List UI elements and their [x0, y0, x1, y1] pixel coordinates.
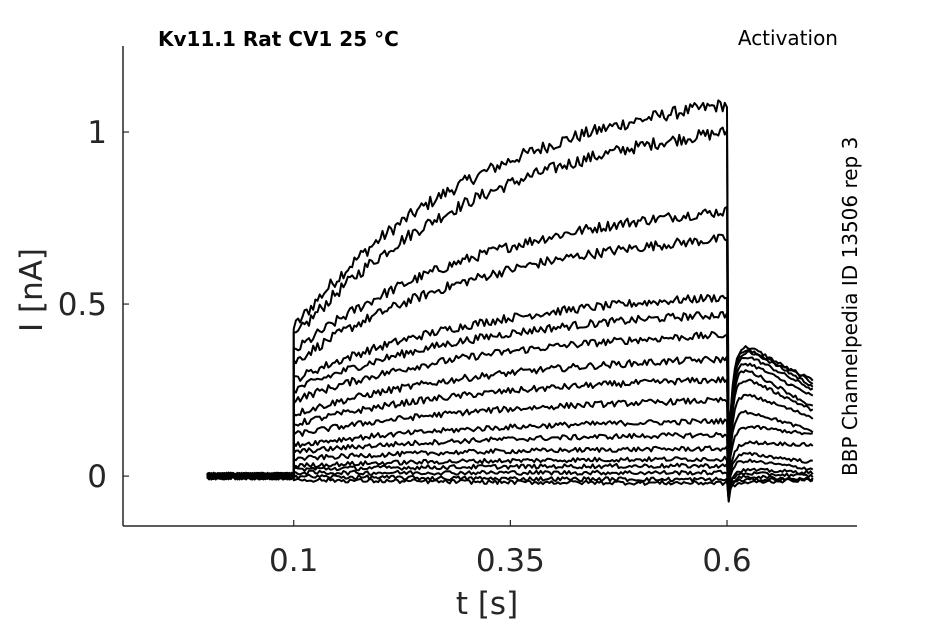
current-trace — [206, 293, 814, 481]
current-trace — [206, 471, 814, 503]
current-trace — [206, 376, 814, 488]
traces-group — [206, 99, 814, 503]
y-tick-label: 0 — [87, 459, 107, 495]
y-ticks: 00.51 — [58, 115, 129, 495]
current-trace — [206, 233, 814, 481]
current-trace — [206, 396, 814, 491]
current-trace — [206, 99, 814, 480]
current-trace — [206, 469, 814, 502]
x-axis-label: t [s] — [456, 586, 518, 622]
current-trace — [206, 431, 813, 497]
chart-subtitle: Activation — [738, 26, 838, 50]
current-trace — [206, 462, 814, 501]
y-tick-label: 0.5 — [58, 287, 107, 323]
x-tick-label: 0.6 — [702, 543, 751, 579]
y-axis-label: I [nA] — [14, 248, 50, 332]
current-trace — [206, 455, 814, 500]
current-trace — [206, 126, 814, 481]
current-trace — [206, 445, 814, 498]
current-trace — [206, 330, 814, 481]
side-note: BBP Channelpedia ID 13506 rep 3 — [838, 137, 862, 476]
x-tick-label: 0.1 — [269, 543, 318, 579]
current-trace — [206, 355, 814, 484]
current-trace — [206, 205, 814, 481]
y-tick-label: 1 — [87, 115, 107, 151]
current-trace — [206, 311, 814, 481]
current-trace — [206, 417, 814, 495]
chart-title: Kv11.1 Rat CV1 25 °C — [158, 27, 399, 51]
current-trace — [206, 471, 814, 502]
x-tick-label: 0.35 — [476, 543, 545, 579]
x-ticks: 0.1 0.35 0.6 — [269, 520, 752, 579]
